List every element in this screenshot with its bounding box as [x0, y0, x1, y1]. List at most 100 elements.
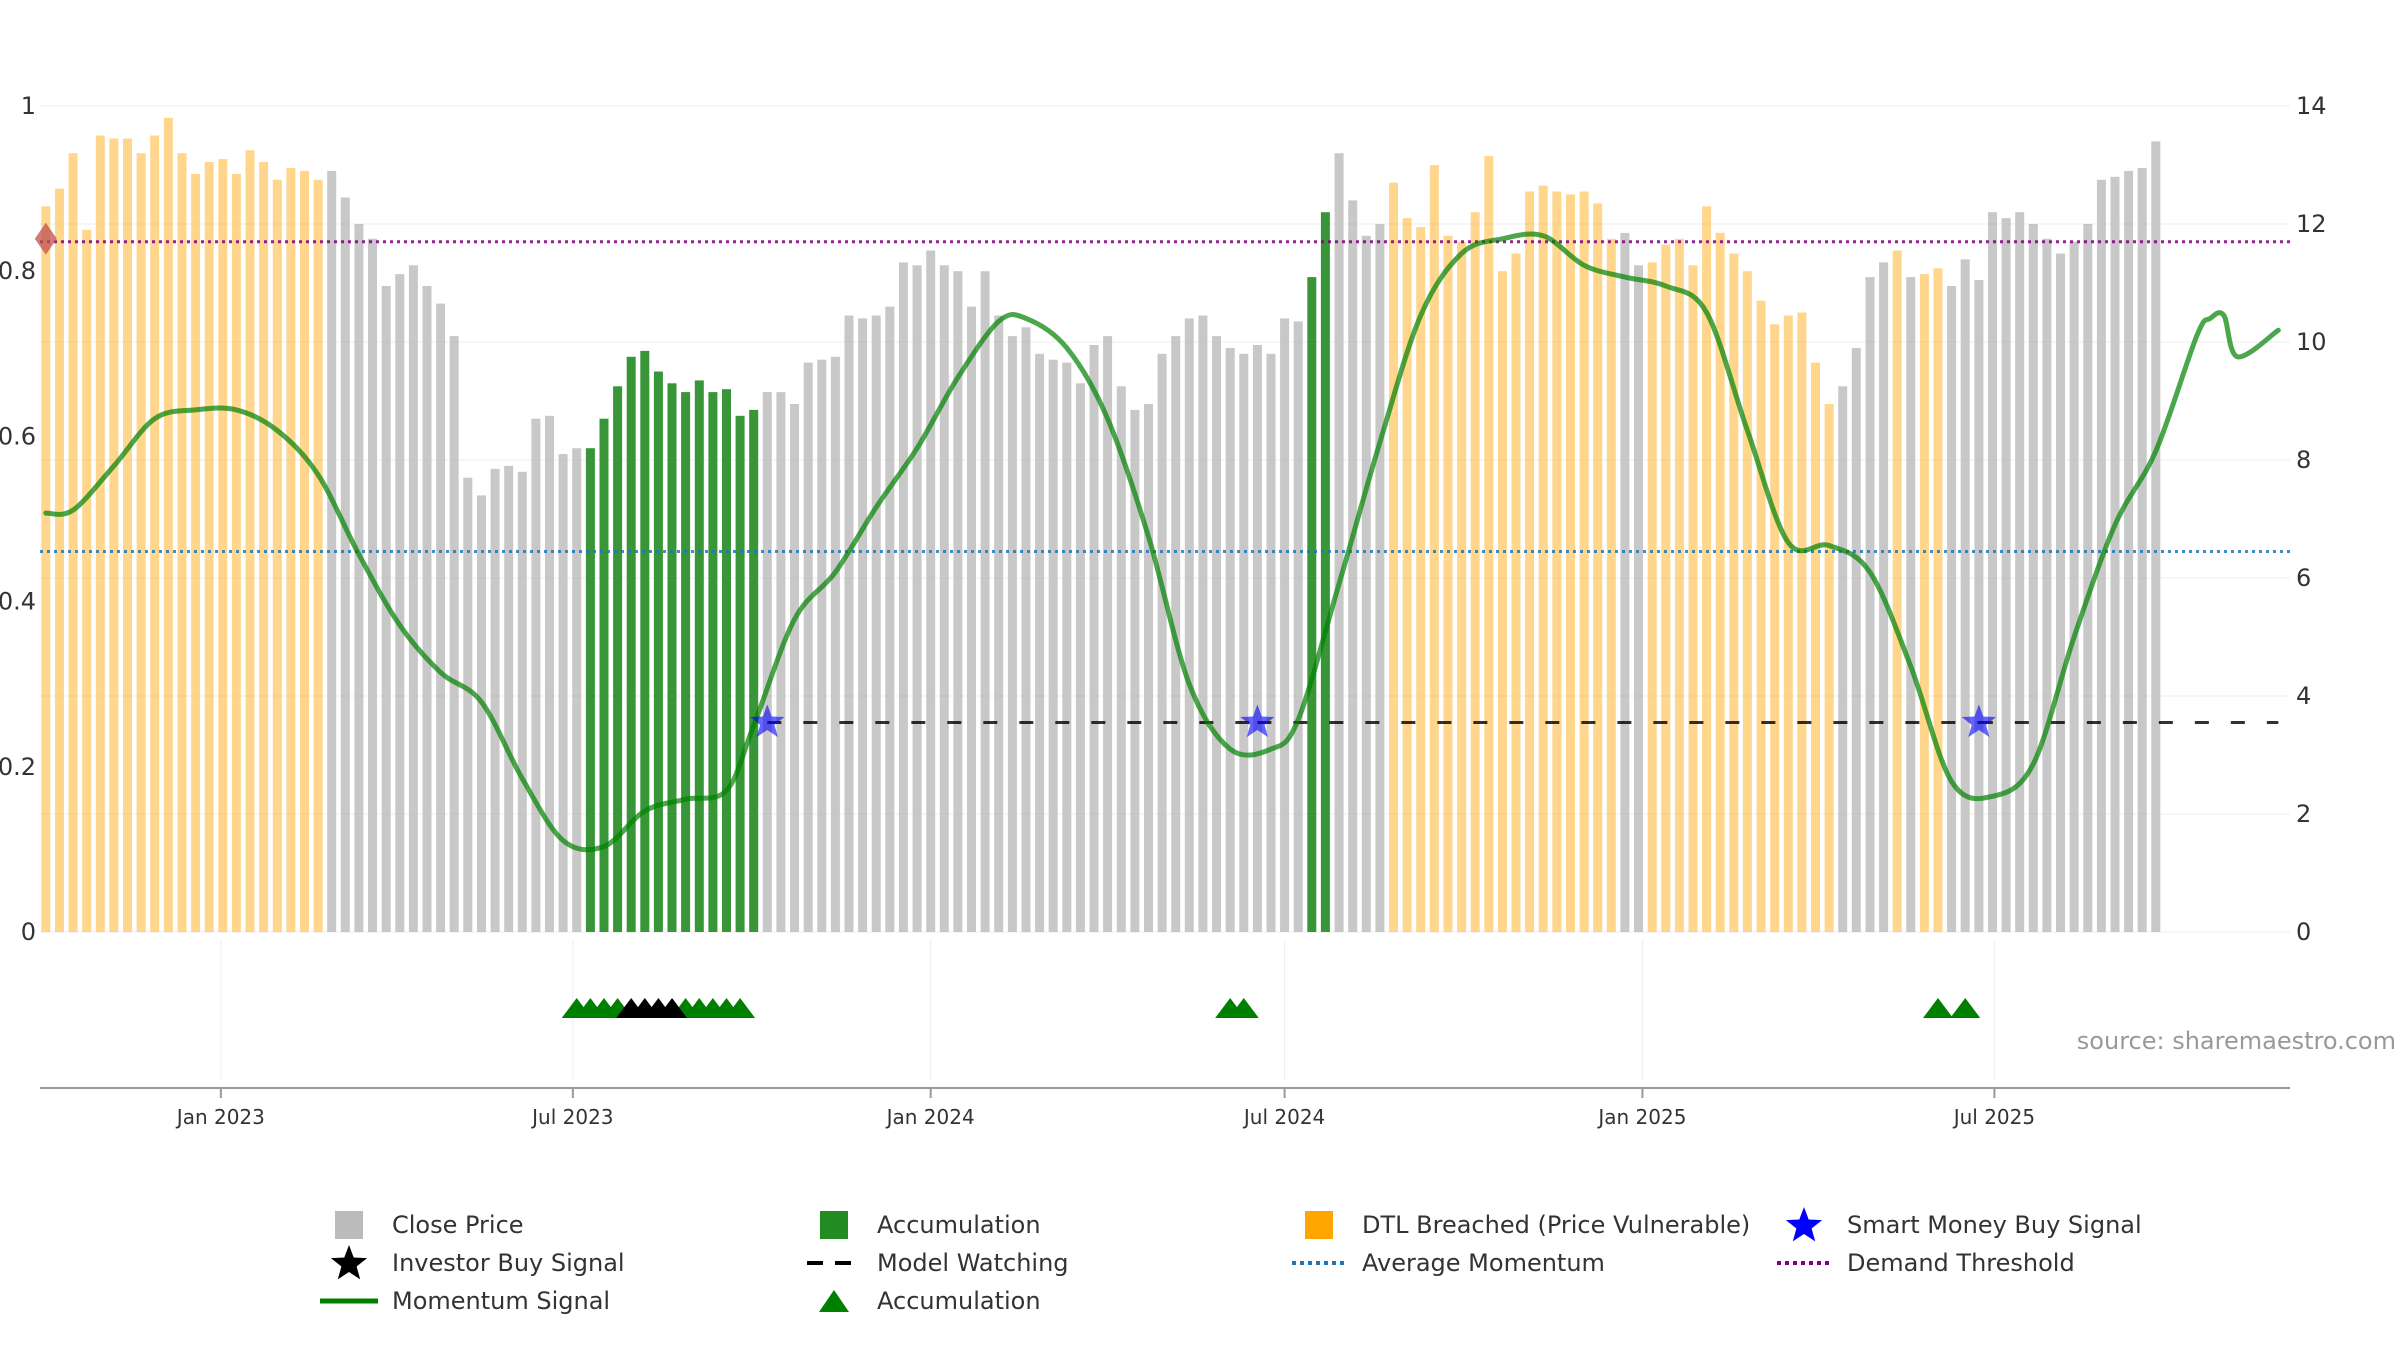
smart-money-buy-signal-star: [750, 704, 785, 738]
x-tick-label: Jan 2025: [1596, 1105, 1686, 1129]
bar: [1035, 353, 1045, 932]
bar: [1552, 191, 1562, 932]
bar: [136, 153, 146, 932]
legend-item: Close Price: [320, 1206, 524, 1244]
bar: [1770, 324, 1780, 932]
y-left-tick-label: 0.6: [0, 422, 36, 450]
momentum-signal-line: [43, 231, 2281, 853]
start-marker: [34, 222, 57, 255]
bar: [1198, 315, 1208, 932]
bar: [1130, 409, 1140, 932]
bar: [109, 138, 119, 932]
bar: [1293, 321, 1303, 932]
bar: [1089, 345, 1099, 932]
bar: [1783, 315, 1793, 932]
bar: [1824, 404, 1834, 932]
bar: [1225, 347, 1235, 932]
bar: [368, 238, 377, 933]
bar: [1443, 235, 1453, 933]
bar: [776, 392, 786, 933]
legend-label: Investor Buy Signal: [392, 1249, 625, 1277]
x-tick-label: Jan 2024: [885, 1105, 975, 1129]
bar: [218, 159, 228, 933]
bar: [1021, 327, 1031, 933]
bar: [95, 135, 105, 932]
legend-square-icon: [320, 1208, 378, 1242]
legend-line-icon: [320, 1284, 378, 1318]
bar: [395, 274, 405, 933]
bar: [708, 392, 718, 933]
x-axis: Jan 2023 Jul 2023 Jan 2024 Jul 2024 Jan 2025…: [40, 940, 2290, 1129]
bar: [939, 265, 949, 932]
bar: [1157, 353, 1167, 932]
bar: [1239, 353, 1249, 932]
legend-square-icon: [1290, 1208, 1348, 1242]
bar: [599, 418, 609, 932]
bar: [1538, 185, 1548, 933]
bar: [1906, 277, 1916, 933]
smart-money-buy-signal-star: [1240, 704, 1275, 738]
y-left-tick-label: 0.8: [0, 257, 36, 285]
bar: [585, 448, 595, 932]
bar: [667, 383, 677, 932]
bar: [1851, 347, 1861, 932]
source-note: source: sharemaestro.com: [2077, 1027, 2396, 1055]
accumulation-triangle: [725, 998, 756, 1018]
legend-label: Model Watching: [877, 1249, 1069, 1277]
bar: [1865, 277, 1875, 933]
bar: [1892, 250, 1902, 932]
bar: [272, 179, 282, 933]
bar: [1048, 359, 1058, 932]
legend-item: Demand Threshold: [1775, 1244, 2075, 1282]
bar: [653, 371, 663, 932]
bar: [449, 336, 459, 933]
bar: [1402, 218, 1412, 933]
y-right-tick-label: 2: [2296, 800, 2311, 828]
legend-label: Momentum Signal: [392, 1287, 611, 1315]
legend-dot-icon: [1775, 1246, 1833, 1280]
bar: [1797, 312, 1807, 932]
bars: [41, 117, 2161, 933]
bar: [1266, 353, 1276, 932]
bar: [817, 359, 827, 932]
bar: [694, 380, 704, 932]
bar: [1933, 268, 1943, 933]
bar: [1960, 259, 1970, 932]
legend-label: Average Momentum: [1362, 1249, 1605, 1277]
bar: [626, 356, 636, 933]
bar: [422, 286, 432, 932]
bar: [1756, 300, 1766, 932]
bar: [150, 135, 160, 932]
bar: [1252, 345, 1262, 932]
bar: [1457, 241, 1467, 932]
y-right-tick-label: 12: [2296, 210, 2327, 238]
bar: [1116, 386, 1126, 933]
bar: [722, 389, 731, 932]
bar: [1184, 318, 1194, 932]
bar: [2110, 176, 2120, 933]
legend-star-icon: [1775, 1207, 1833, 1242]
bar: [790, 404, 799, 932]
bar: [1348, 200, 1358, 932]
bar: [245, 150, 255, 933]
bar: [408, 265, 418, 932]
bar: [504, 465, 514, 932]
legend-label: Accumulation: [877, 1211, 1041, 1239]
legend-dot-icon: [1290, 1246, 1348, 1280]
bar: [1103, 336, 1113, 933]
bar: [123, 138, 132, 932]
bar: [830, 356, 840, 933]
bar: [1307, 277, 1317, 933]
bar: [531, 418, 541, 932]
legend-label: Smart Money Buy Signal: [1847, 1211, 2142, 1239]
bar: [177, 153, 187, 932]
x-tick-label: Jul 2023: [530, 1105, 613, 1129]
legend-dash-icon: [805, 1246, 863, 1280]
bar: [1566, 194, 1575, 932]
bar: [1416, 227, 1426, 932]
bar: [1688, 265, 1698, 932]
bar: [2069, 241, 2079, 932]
legend-star-icon: [320, 1245, 378, 1280]
bar: [572, 448, 582, 932]
bar: [327, 170, 337, 932]
